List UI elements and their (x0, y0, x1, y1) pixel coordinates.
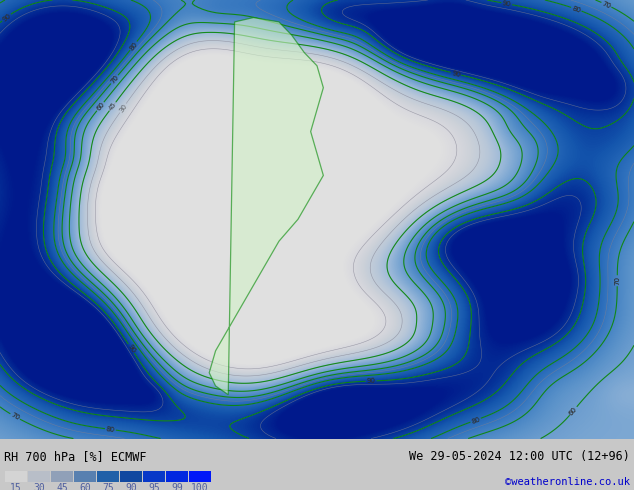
Text: We 29-05-2024 12:00 UTC (12+96): We 29-05-2024 12:00 UTC (12+96) (409, 450, 630, 464)
Text: 70: 70 (109, 74, 120, 85)
Text: 70: 70 (614, 276, 620, 285)
Text: 70: 70 (601, 0, 612, 9)
Bar (28, 471, 50, 482)
Bar (120, 471, 142, 482)
Text: 60: 60 (95, 101, 105, 112)
Text: 80: 80 (470, 416, 481, 424)
Text: 70: 70 (10, 412, 20, 421)
Text: 75: 75 (102, 483, 114, 490)
Text: 90: 90 (126, 343, 136, 354)
Text: 80: 80 (128, 41, 139, 51)
Text: 70: 70 (614, 276, 620, 285)
Bar (143, 471, 165, 482)
Text: 15: 15 (10, 483, 22, 490)
Text: RH 700 hPa [%] ECMWF: RH 700 hPa [%] ECMWF (4, 450, 146, 464)
Text: 90: 90 (451, 70, 461, 78)
Text: 90: 90 (501, 0, 512, 7)
Bar (166, 471, 188, 482)
Text: 80: 80 (571, 5, 581, 14)
Text: 90: 90 (501, 0, 512, 7)
Text: 80: 80 (571, 5, 581, 14)
Text: 30: 30 (33, 483, 45, 490)
Text: 70: 70 (10, 412, 20, 421)
Text: 90: 90 (1, 12, 12, 23)
Text: 60: 60 (79, 483, 91, 490)
Text: 80: 80 (105, 426, 115, 433)
Bar (74, 471, 96, 482)
Text: 90: 90 (366, 378, 376, 384)
Bar (51, 471, 73, 482)
Text: ©weatheronline.co.uk: ©weatheronline.co.uk (505, 477, 630, 487)
Text: 70: 70 (601, 0, 612, 9)
Text: 80: 80 (470, 416, 481, 424)
Text: 90: 90 (366, 378, 376, 384)
Text: 100: 100 (191, 483, 209, 490)
Text: 90: 90 (1, 12, 12, 23)
Bar (5, 471, 27, 482)
Text: 30: 30 (118, 103, 128, 114)
Text: 60: 60 (95, 101, 105, 112)
Text: 95: 95 (148, 483, 160, 490)
Text: 45: 45 (108, 101, 118, 112)
Bar (189, 471, 211, 482)
Text: 60: 60 (568, 406, 578, 416)
Text: 60: 60 (568, 406, 578, 416)
Text: 99: 99 (171, 483, 183, 490)
Text: 80: 80 (105, 426, 115, 433)
Polygon shape (209, 18, 323, 395)
Text: 90: 90 (126, 343, 136, 354)
Text: 90: 90 (125, 483, 137, 490)
Bar (97, 471, 119, 482)
Text: 45: 45 (56, 483, 68, 490)
Text: 80: 80 (128, 41, 139, 51)
Text: 90: 90 (451, 70, 461, 78)
Text: 70: 70 (109, 74, 120, 85)
